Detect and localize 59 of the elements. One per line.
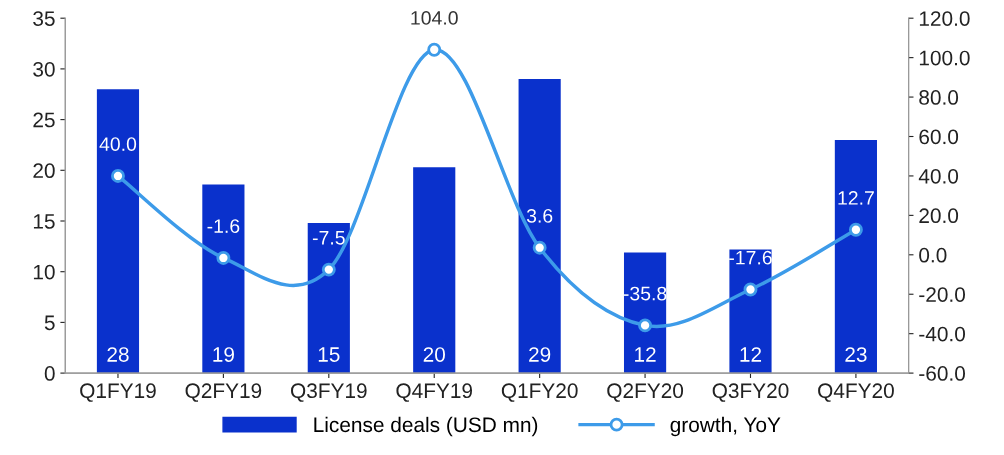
y2-tick-label: 20.0 bbox=[919, 208, 959, 224]
y-tick-label: 30 bbox=[33, 61, 55, 77]
point bbox=[638, 318, 653, 333]
x-tick-label: Q2FY20 bbox=[607, 383, 684, 402]
legend-label: License deals (USD mn) bbox=[314, 416, 538, 437]
data-label: -17.6 bbox=[729, 250, 772, 265]
y2-tick-label: 80.0 bbox=[919, 90, 959, 105]
point bbox=[532, 240, 547, 255]
data-label: 20 bbox=[423, 347, 445, 362]
data-label: 23 bbox=[845, 347, 867, 362]
bar bbox=[729, 249, 772, 374]
bar bbox=[834, 139, 877, 374]
y2-tick-label: 60.0 bbox=[919, 129, 959, 145]
bar bbox=[202, 184, 245, 374]
point bbox=[743, 282, 758, 297]
x-tick-label: Q4FY20 bbox=[818, 383, 894, 402]
x-tick-label: Q1FY19 bbox=[80, 383, 156, 402]
y2-tick-label: 100.0 bbox=[919, 50, 970, 66]
y-tick-label: 5 bbox=[44, 315, 55, 331]
y-tick-label: 20 bbox=[33, 163, 55, 179]
data-label: 40.0 bbox=[99, 137, 137, 151]
data-label: 19 bbox=[213, 347, 234, 362]
data-label: -7.5 bbox=[312, 231, 345, 245]
data-label: 15 bbox=[318, 347, 340, 362]
point bbox=[321, 262, 336, 277]
point bbox=[427, 42, 442, 57]
point bbox=[111, 168, 125, 183]
legend-label: growth, YoY bbox=[670, 416, 781, 437]
data-label: 104.0 bbox=[411, 11, 458, 25]
y-tick-label: 0 bbox=[44, 366, 55, 381]
y-tick-label: 15 bbox=[33, 214, 55, 229]
bar bbox=[623, 252, 667, 374]
y2-tick-label: 120.0 bbox=[919, 11, 970, 26]
data-label: 12 bbox=[635, 347, 656, 362]
y2-tick-label: -60.0 bbox=[919, 366, 966, 381]
x-tick-label: Q1FY20 bbox=[501, 383, 578, 402]
x-tick-label: Q3FY19 bbox=[291, 383, 367, 402]
bar bbox=[307, 223, 350, 374]
data-label: 12.7 bbox=[838, 191, 874, 205]
y-tick-label: 35 bbox=[33, 11, 55, 26]
bar bbox=[96, 89, 140, 374]
y2-tick-label: 0.0 bbox=[919, 247, 947, 263]
y2-tick-label: 40.0 bbox=[918, 168, 959, 184]
data-label: 28 bbox=[107, 347, 129, 362]
x-tick-label: Q2FY19 bbox=[185, 383, 262, 402]
y-tick-label: 25 bbox=[33, 112, 55, 128]
x-tick-label: Q4FY19 bbox=[396, 383, 473, 402]
point bbox=[848, 222, 863, 237]
data-label: 3.6 bbox=[526, 208, 553, 223]
y2-tick-label: -40.0 bbox=[919, 326, 966, 342]
point bbox=[216, 251, 231, 265]
y-tick-label: 10 bbox=[33, 264, 55, 280]
bar bbox=[518, 79, 561, 374]
data-label: 29 bbox=[529, 347, 551, 362]
data-label: -1.6 bbox=[207, 219, 240, 234]
bar bbox=[413, 167, 456, 374]
data-label: 12 bbox=[740, 347, 762, 362]
x-tick-label: Q3FY20 bbox=[712, 383, 789, 402]
y2-tick-label: -20.0 bbox=[919, 287, 966, 302]
